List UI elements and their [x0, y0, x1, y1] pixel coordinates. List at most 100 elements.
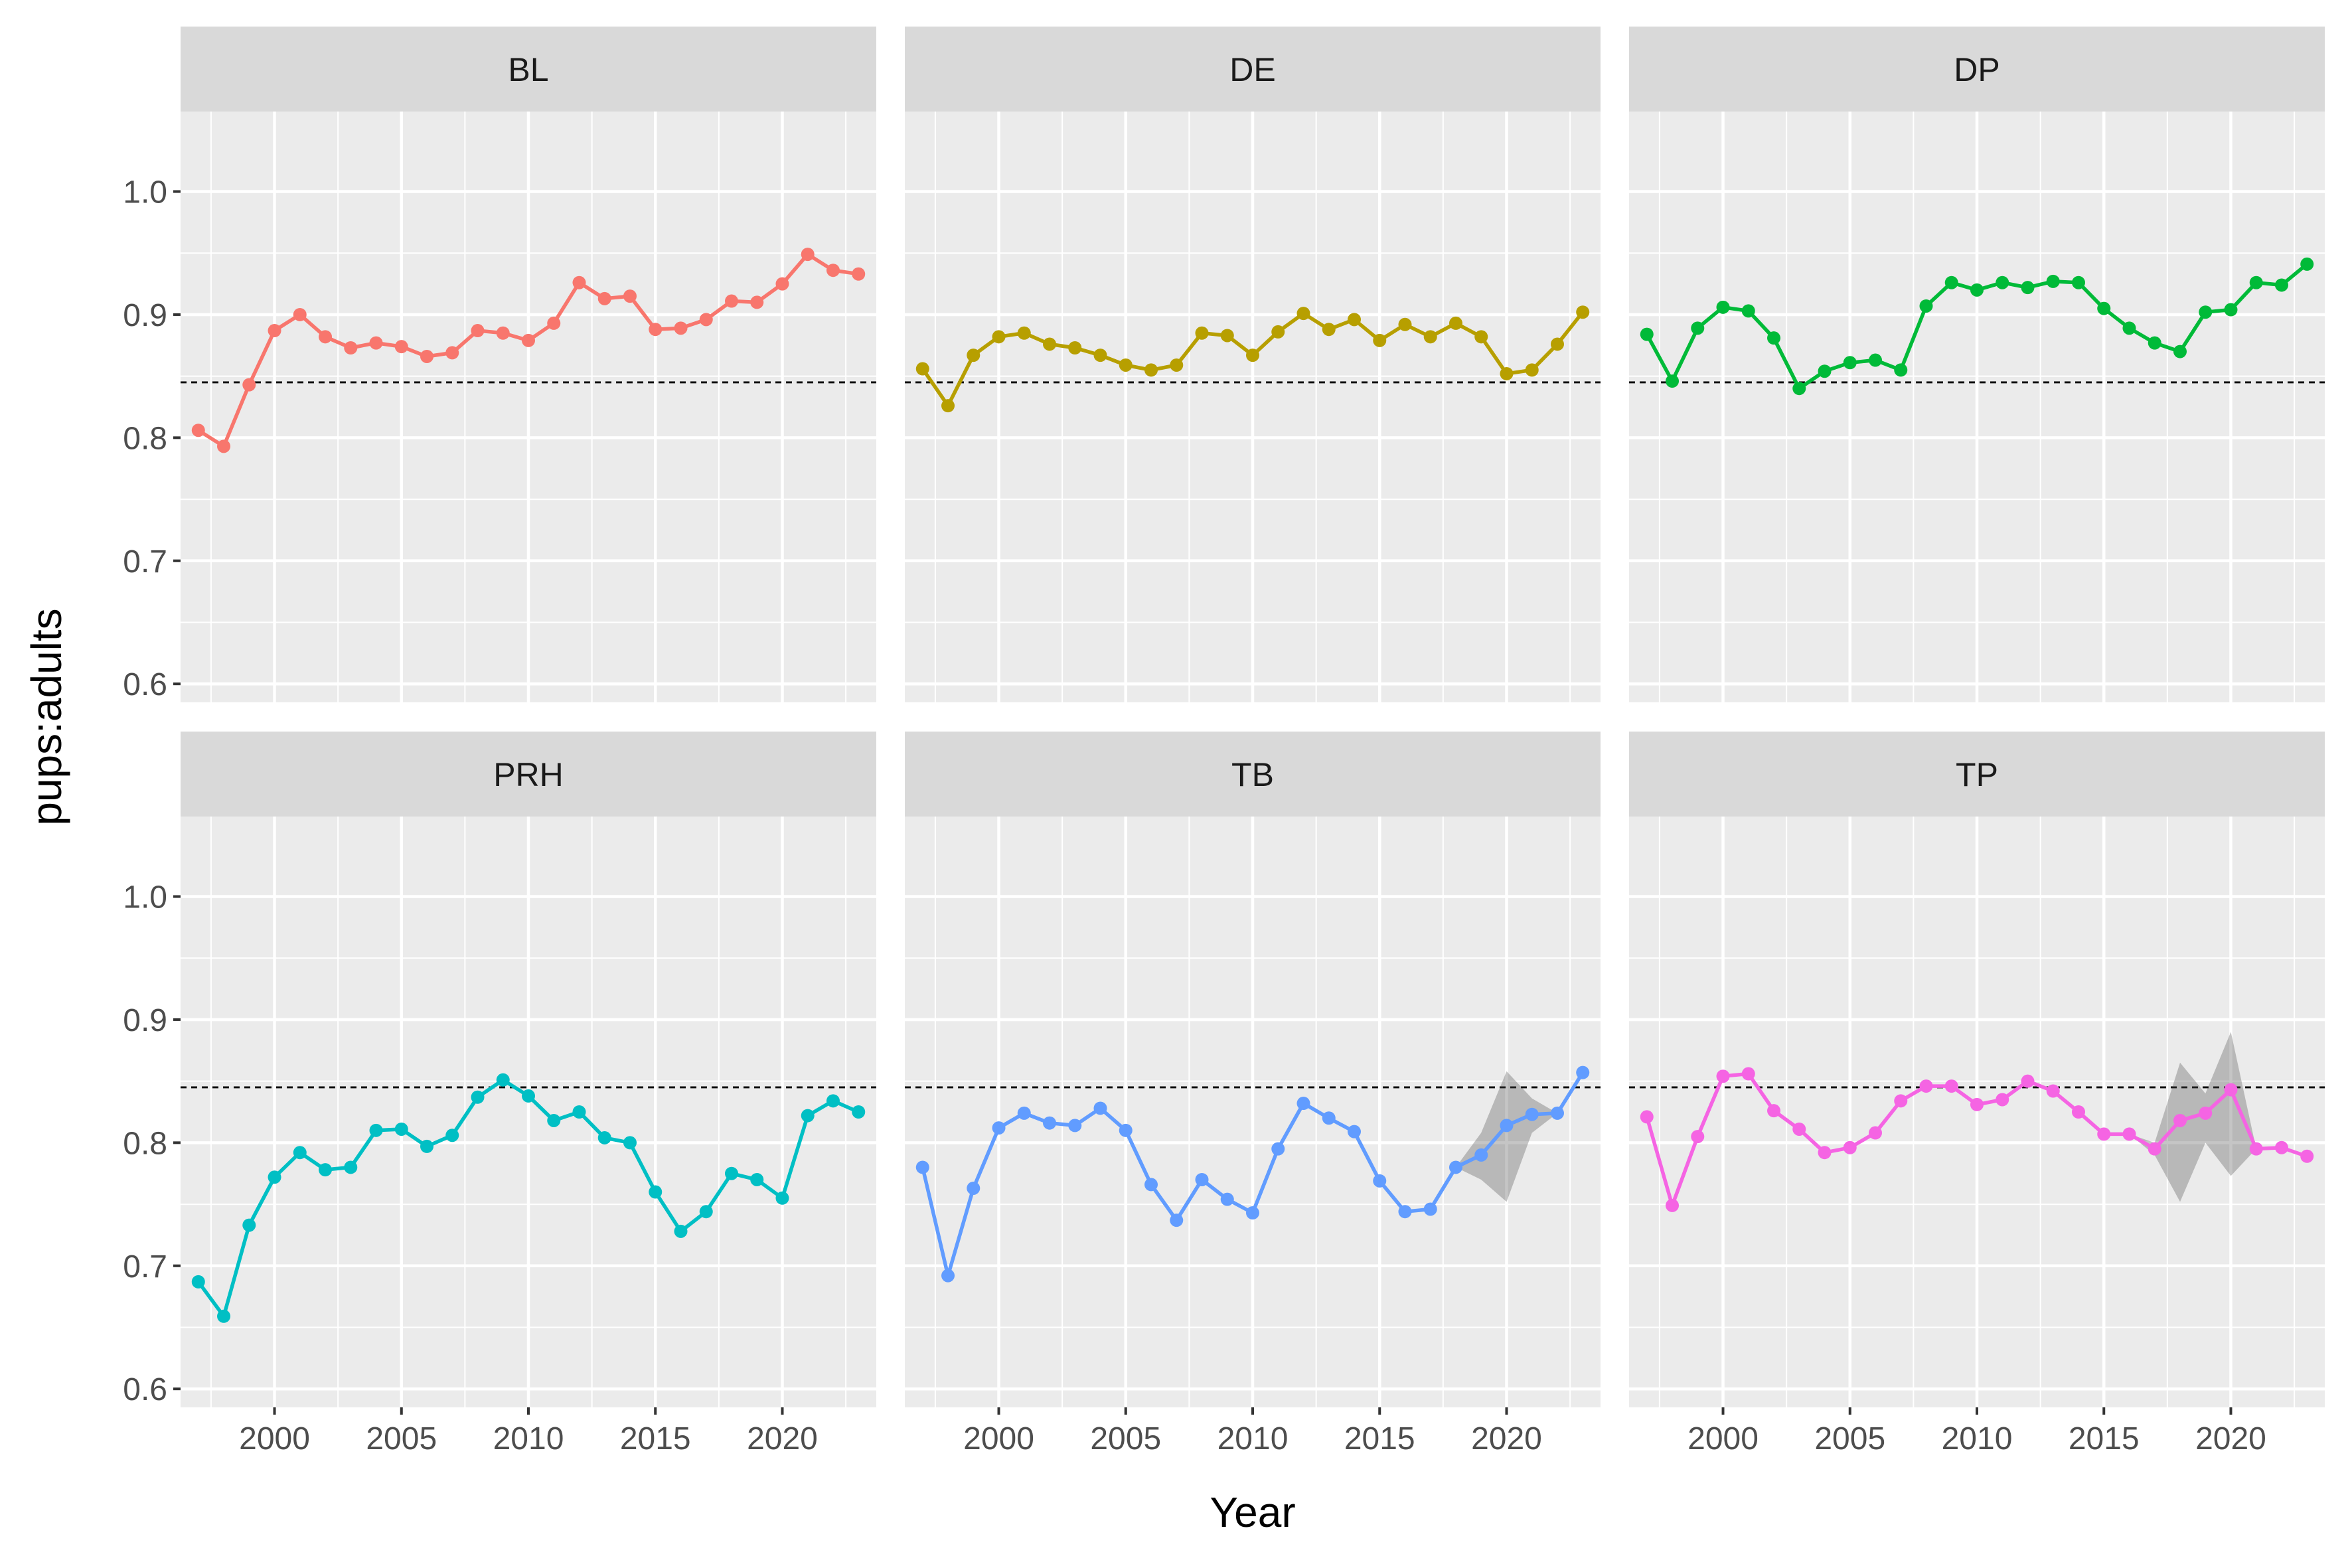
- x-tick-label: 2020: [1471, 1421, 1542, 1456]
- data-point: [699, 313, 713, 327]
- strip-background: [905, 732, 1601, 817]
- data-point: [1576, 305, 1590, 319]
- data-point: [801, 1109, 815, 1123]
- data-point: [1246, 1206, 1259, 1220]
- data-point: [941, 1269, 955, 1283]
- data-point: [1423, 330, 1437, 344]
- data-point: [1373, 1174, 1387, 1188]
- strip-label: DE: [1229, 51, 1275, 88]
- data-point: [1996, 275, 2009, 289]
- x-tick-label: 2010: [1942, 1421, 2013, 1456]
- data-point: [1741, 304, 1755, 318]
- panel-tb: TB 2000 2005 2010 2015 2020: [905, 732, 1601, 1456]
- data-point: [1869, 1126, 1883, 1140]
- strip-label: DP: [1954, 51, 1999, 88]
- data-point: [496, 1073, 510, 1087]
- data-point: [1423, 1202, 1437, 1216]
- data-point: [2148, 336, 2161, 350]
- data-point: [1970, 1097, 1984, 1111]
- data-point: [1792, 1122, 1806, 1136]
- data-point: [2199, 305, 2213, 319]
- data-point: [699, 1205, 713, 1219]
- data-point: [992, 330, 1006, 344]
- data-point: [496, 326, 510, 340]
- data-point: [2249, 275, 2263, 289]
- y-tick-label: 0.8: [123, 421, 167, 456]
- strip-background: [181, 27, 876, 112]
- data-point: [967, 349, 980, 362]
- data-point: [1474, 1148, 1488, 1162]
- data-point: [1347, 1125, 1361, 1138]
- data-point: [1093, 349, 1107, 362]
- data-point: [1691, 321, 1705, 335]
- y-axis-title: pups:adults: [23, 608, 70, 825]
- data-point: [344, 1160, 358, 1174]
- data-point: [1296, 1097, 1310, 1111]
- data-point: [1716, 1069, 1730, 1083]
- y-tick-label: 0.7: [123, 1249, 167, 1285]
- data-point: [1043, 337, 1057, 351]
- data-point: [344, 341, 358, 354]
- strip-background: [1629, 732, 2325, 817]
- data-point: [2274, 1140, 2288, 1154]
- data-point: [967, 1181, 980, 1195]
- data-point: [1843, 356, 1857, 370]
- data-point: [1119, 358, 1133, 372]
- data-point: [826, 264, 840, 277]
- data-point: [2021, 1074, 2035, 1088]
- data-point: [2300, 257, 2314, 271]
- data-point: [1894, 1094, 1908, 1108]
- x-tick-label: 2020: [2195, 1421, 2266, 1456]
- data-point: [420, 349, 434, 363]
- data-point: [2097, 301, 2111, 315]
- data-point: [2274, 278, 2288, 292]
- data-point: [369, 1123, 383, 1137]
- data-point: [1017, 1106, 1031, 1120]
- data-point: [1666, 1198, 1680, 1212]
- data-point: [1500, 366, 1514, 380]
- panel-bl: BL 0.6 0.7 0.8 0.9 1.0: [123, 27, 876, 702]
- panel-de: DE: [905, 27, 1601, 702]
- x-axis-title: Year: [1210, 1488, 1295, 1536]
- strip-background: [905, 27, 1601, 112]
- data-point: [319, 1163, 333, 1177]
- data-point: [1818, 1146, 1832, 1160]
- data-point: [1996, 1093, 2009, 1107]
- data-point: [522, 333, 535, 347]
- data-point: [547, 1113, 561, 1127]
- data-point: [1220, 1192, 1234, 1206]
- x-tick-label: 2010: [493, 1421, 564, 1456]
- y-tick-label: 1.0: [123, 880, 167, 915]
- data-point: [1944, 1079, 1958, 1093]
- data-point: [623, 1136, 637, 1150]
- data-point: [1818, 364, 1832, 378]
- data-point: [1170, 1214, 1184, 1227]
- data-point: [1017, 326, 1031, 340]
- x-tick-label: 2000: [963, 1421, 1034, 1456]
- data-point: [191, 1275, 205, 1289]
- data-point: [394, 1122, 408, 1136]
- data-point: [915, 1160, 929, 1174]
- data-point: [1792, 382, 1806, 396]
- data-point: [2300, 1149, 2314, 1163]
- data-point: [2224, 1083, 2238, 1097]
- data-point: [471, 1090, 485, 1104]
- data-point: [750, 295, 764, 309]
- data-point: [1970, 283, 1984, 297]
- data-point: [649, 323, 663, 337]
- data-point: [471, 324, 485, 338]
- confidence-ribbon: [1456, 1071, 1557, 1202]
- data-point: [992, 1121, 1006, 1135]
- data-point: [775, 277, 789, 291]
- x-tick-label: 2015: [620, 1421, 691, 1456]
- x-tick-label: 2005: [1814, 1421, 1885, 1456]
- data-point: [242, 378, 256, 392]
- y-tick-label: 0.6: [123, 667, 167, 702]
- data-point: [2249, 1142, 2263, 1156]
- data-point: [1373, 333, 1387, 347]
- data-point: [1550, 337, 1564, 351]
- data-point: [217, 439, 231, 453]
- data-point: [724, 294, 738, 308]
- data-point: [293, 307, 307, 321]
